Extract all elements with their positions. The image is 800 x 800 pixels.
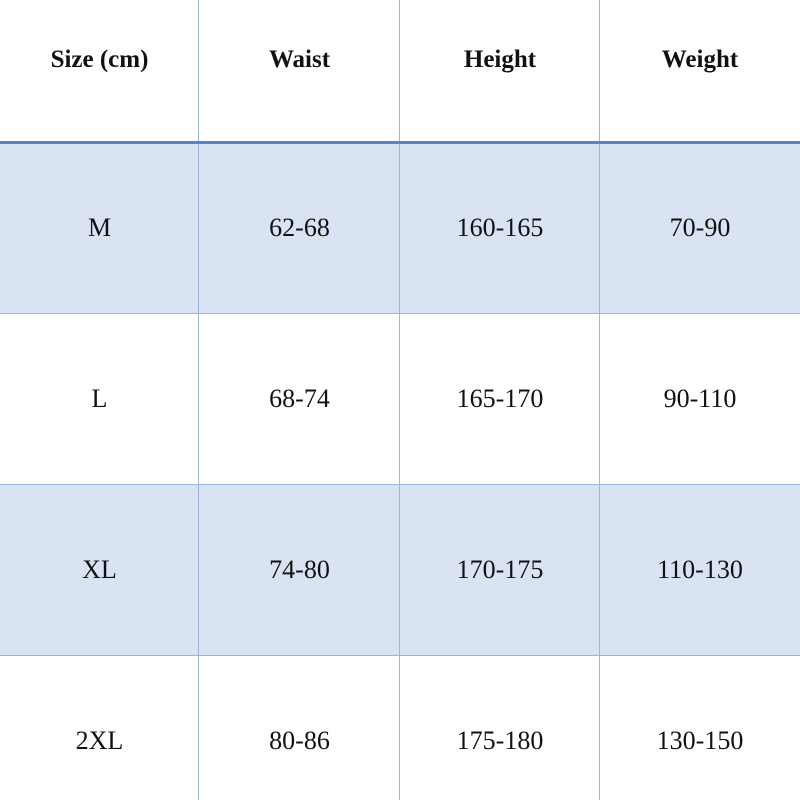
row-shading: [0, 142, 800, 313]
table-cell: 62-68: [269, 212, 330, 242]
table-cell: XL: [82, 554, 117, 584]
header-cell: Height: [463, 46, 537, 73]
table-cell: 70-90: [669, 212, 731, 242]
header-cell: Size (cm): [50, 46, 149, 73]
column-border: [198, 0, 199, 800]
table-cell: 74-80: [269, 554, 330, 584]
table-cell: 160-165: [456, 212, 544, 242]
table-cell: 2XL: [75, 725, 124, 755]
row-border: [0, 655, 800, 656]
header-cell: Waist: [268, 46, 331, 73]
table-cell: L: [91, 383, 108, 413]
table-cell: M: [87, 212, 112, 242]
table-cell: 175-180: [456, 725, 544, 755]
header-border: [0, 141, 800, 144]
header-cell: Weight: [661, 46, 739, 73]
table-cell: 165-170: [456, 383, 544, 413]
row-border: [0, 313, 800, 314]
table-cell: 80-86: [269, 725, 330, 755]
column-border: [399, 0, 400, 800]
row-border: [0, 484, 800, 485]
row-shading: [0, 484, 800, 655]
column-border: [599, 0, 600, 800]
table-cell: 130-150: [656, 725, 744, 755]
table-cell: 110-130: [657, 554, 743, 584]
table-cell: 68-74: [269, 383, 330, 413]
table-cell: 170-175: [456, 554, 544, 584]
table-cell: 90-110: [663, 383, 737, 413]
